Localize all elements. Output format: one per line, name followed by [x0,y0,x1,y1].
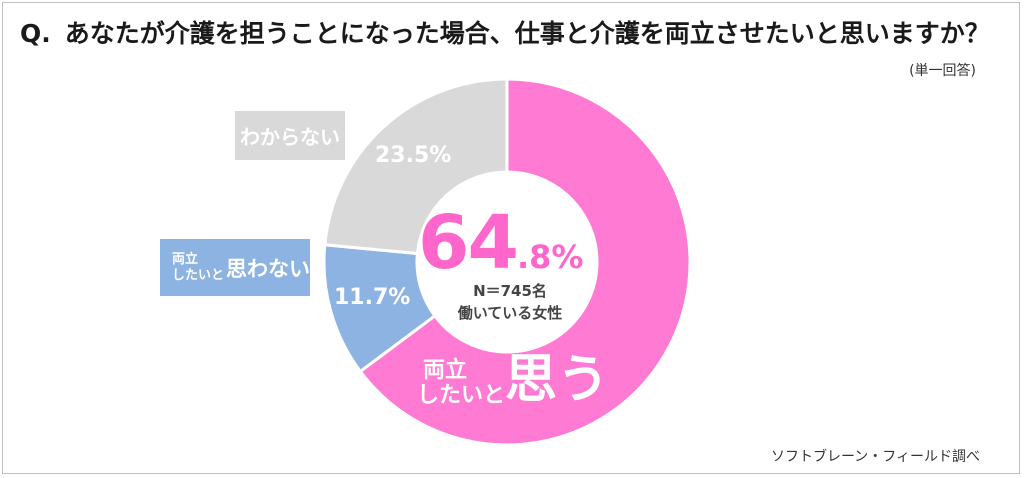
question-text: あなたが介護を担うことになった場合、仕事と介護を両立させたいと思いますか？ [64,19,990,48]
label-no-line2: したいと [172,267,225,283]
label-no-big: 思わない [226,256,311,281]
center-highlight-int: 64 [418,200,519,286]
sample-population: 働いている女性 [457,304,563,322]
label-yes-line1: 両立 [423,358,468,383]
question-title: Q. あなたが介護を担うことになった場合、仕事と介護を両立させたいと思いますか？ [20,14,990,50]
pct-label-unknown: 23.5% [375,143,452,168]
sample-size: N＝745名 [473,282,547,300]
label-yes-line2: したいと [417,383,506,408]
slice-unknown [323,77,509,256]
source-note: ソフトブレーン・フィールド調べ [770,449,980,465]
label-yes-small: 両立 したいと [417,358,505,408]
pct-label-no: 11.7% [334,285,411,310]
center-highlight-dec: .8% [516,238,584,276]
label-no: 両立 したいと 思わない [160,239,310,296]
label-no-small: 両立 したいと [172,252,224,284]
answer-type-note: (単一回答) [909,63,976,79]
label-unknown: わからない [235,111,345,160]
center-highlight: 64.8% [418,200,583,286]
label-no-line1: 両立 [172,251,199,267]
center-sample: N＝745名 働いている女性 [440,280,580,324]
slice-yes [358,77,692,447]
label-yes: 両立 したいと 思う [417,352,609,408]
label-unknown-text: わからない [240,125,340,149]
question-mark: Q. [20,19,51,48]
label-yes-big: 思う [505,350,610,410]
